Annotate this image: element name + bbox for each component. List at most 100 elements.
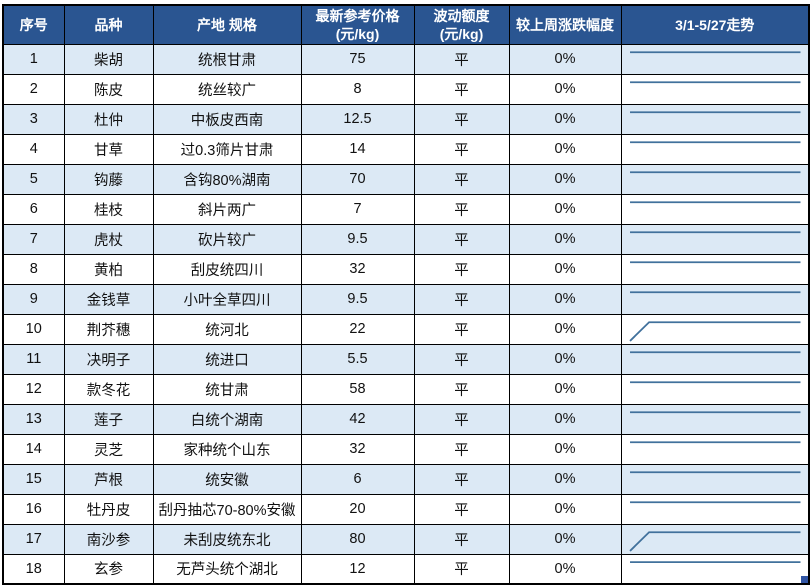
cell-no[interactable]: 16 [2, 493, 65, 525]
cell-no[interactable]: 10 [2, 313, 65, 345]
cell-price[interactable]: 32 [300, 433, 415, 465]
cell-fluctuation[interactable]: 平 [413, 523, 510, 555]
cell-trend[interactable] [620, 223, 810, 255]
cell-origin-spec[interactable]: 砍片较广 [152, 223, 302, 255]
cell-trend[interactable] [620, 493, 810, 525]
cell-weekly-change[interactable]: 0% [508, 43, 622, 75]
cell-origin-spec[interactable]: 中板皮西南 [152, 103, 302, 135]
cell-trend[interactable] [620, 463, 810, 495]
cell-variety[interactable]: 陈皮 [63, 73, 154, 105]
cell-origin-spec[interactable]: 小叶全草四川 [152, 283, 302, 315]
cell-no[interactable]: 15 [2, 463, 65, 495]
cell-weekly-change[interactable]: 0% [508, 193, 622, 225]
cell-price[interactable]: 6 [300, 463, 415, 495]
cell-no[interactable]: 18 [2, 553, 65, 585]
cell-variety[interactable]: 黄柏 [63, 253, 154, 285]
header-trend[interactable]: 3/1-5/27走势 [620, 4, 810, 45]
cell-no[interactable]: 17 [2, 523, 65, 555]
cell-variety[interactable]: 金钱草 [63, 283, 154, 315]
cell-price[interactable]: 9.5 [300, 223, 415, 255]
cell-no[interactable]: 1 [2, 43, 65, 75]
cell-no[interactable]: 4 [2, 133, 65, 165]
cell-weekly-change[interactable]: 0% [508, 163, 622, 195]
cell-trend[interactable] [620, 133, 810, 165]
cell-trend[interactable] [620, 163, 810, 195]
cell-variety[interactable]: 玄参 [63, 553, 154, 585]
cell-fluctuation[interactable]: 平 [413, 73, 510, 105]
cell-trend[interactable] [620, 253, 810, 285]
cell-no[interactable]: 3 [2, 103, 65, 135]
fill-handle[interactable] [801, 576, 808, 583]
cell-no[interactable]: 13 [2, 403, 65, 435]
cell-trend[interactable] [620, 103, 810, 135]
cell-fluctuation[interactable]: 平 [413, 373, 510, 405]
cell-no[interactable]: 9 [2, 283, 65, 315]
cell-variety[interactable]: 杜仲 [63, 103, 154, 135]
cell-weekly-change[interactable]: 0% [508, 133, 622, 165]
cell-trend[interactable] [620, 343, 810, 375]
cell-fluctuation[interactable]: 平 [413, 163, 510, 195]
cell-weekly-change[interactable]: 0% [508, 523, 622, 555]
cell-price[interactable]: 7 [300, 193, 415, 225]
cell-weekly-change[interactable]: 0% [508, 223, 622, 255]
cell-origin-spec[interactable]: 统安徽 [152, 463, 302, 495]
header-variety[interactable]: 品种 [63, 4, 154, 45]
cell-no[interactable]: 8 [2, 253, 65, 285]
cell-origin-spec[interactable]: 含钩80%湖南 [152, 163, 302, 195]
cell-weekly-change[interactable]: 0% [508, 433, 622, 465]
cell-fluctuation[interactable]: 平 [413, 403, 510, 435]
cell-price[interactable]: 12 [300, 553, 415, 585]
cell-origin-spec[interactable]: 刮丹抽芯70-80%安徽 [152, 493, 302, 525]
cell-weekly-change[interactable]: 0% [508, 553, 622, 585]
cell-trend[interactable] [620, 313, 810, 345]
cell-variety[interactable]: 荆芥穗 [63, 313, 154, 345]
cell-weekly-change[interactable]: 0% [508, 283, 622, 315]
header-price[interactable]: 最新参考价格 (元/kg) [300, 4, 415, 45]
cell-variety[interactable]: 甘草 [63, 133, 154, 165]
cell-weekly-change[interactable]: 0% [508, 313, 622, 345]
cell-trend[interactable] [620, 283, 810, 315]
cell-variety[interactable]: 款冬花 [63, 373, 154, 405]
cell-trend[interactable] [620, 553, 810, 585]
cell-variety[interactable]: 桂枝 [63, 193, 154, 225]
header-weekly-change[interactable]: 较上周涨跌幅度 [508, 4, 622, 45]
cell-origin-spec[interactable]: 过0.3筛片甘肃 [152, 133, 302, 165]
cell-fluctuation[interactable]: 平 [413, 313, 510, 345]
cell-no[interactable]: 11 [2, 343, 65, 375]
cell-no[interactable]: 2 [2, 73, 65, 105]
cell-variety[interactable]: 灵芝 [63, 433, 154, 465]
cell-price[interactable]: 80 [300, 523, 415, 555]
cell-variety[interactable]: 决明子 [63, 343, 154, 375]
cell-fluctuation[interactable]: 平 [413, 343, 510, 375]
cell-weekly-change[interactable]: 0% [508, 103, 622, 135]
cell-no[interactable]: 5 [2, 163, 65, 195]
cell-fluctuation[interactable]: 平 [413, 193, 510, 225]
cell-origin-spec[interactable]: 家种统个山东 [152, 433, 302, 465]
cell-price[interactable]: 75 [300, 43, 415, 75]
cell-origin-spec[interactable]: 统根甘肃 [152, 43, 302, 75]
cell-weekly-change[interactable]: 0% [508, 343, 622, 375]
cell-price[interactable]: 58 [300, 373, 415, 405]
cell-fluctuation[interactable]: 平 [413, 433, 510, 465]
cell-fluctuation[interactable]: 平 [413, 103, 510, 135]
header-fluctuation[interactable]: 波动额度 (元/kg) [413, 4, 510, 45]
cell-no[interactable]: 12 [2, 373, 65, 405]
cell-price[interactable]: 70 [300, 163, 415, 195]
cell-price[interactable]: 14 [300, 133, 415, 165]
cell-fluctuation[interactable]: 平 [413, 133, 510, 165]
cell-trend[interactable] [620, 403, 810, 435]
cell-weekly-change[interactable]: 0% [508, 493, 622, 525]
cell-fluctuation[interactable]: 平 [413, 463, 510, 495]
cell-origin-spec[interactable]: 统甘肃 [152, 373, 302, 405]
cell-price[interactable]: 8 [300, 73, 415, 105]
cell-variety[interactable]: 钩藤 [63, 163, 154, 195]
cell-origin-spec[interactable]: 斜片两广 [152, 193, 302, 225]
cell-variety[interactable]: 虎杖 [63, 223, 154, 255]
cell-variety[interactable]: 柴胡 [63, 43, 154, 75]
cell-variety[interactable]: 牡丹皮 [63, 493, 154, 525]
cell-weekly-change[interactable]: 0% [508, 373, 622, 405]
cell-price[interactable]: 20 [300, 493, 415, 525]
cell-trend[interactable] [620, 523, 810, 555]
cell-price[interactable]: 22 [300, 313, 415, 345]
cell-price[interactable]: 5.5 [300, 343, 415, 375]
